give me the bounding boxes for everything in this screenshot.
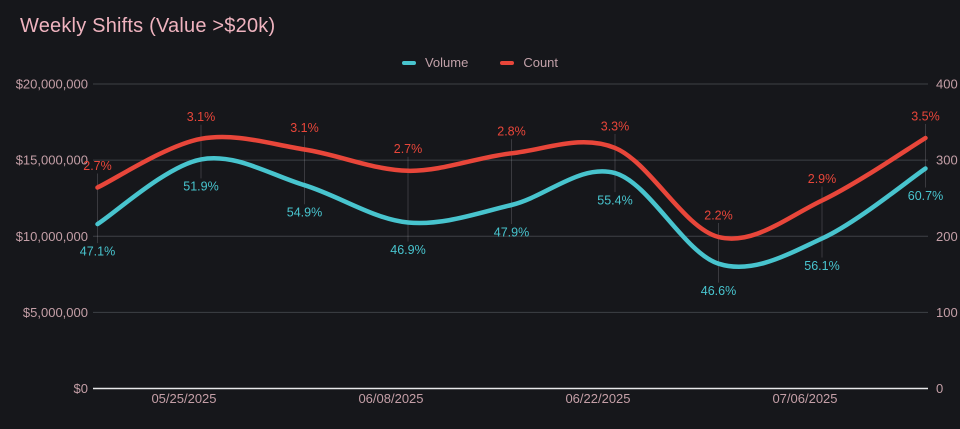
legend-item-volume[interactable]: Volume <box>401 55 469 70</box>
right-axis-tick-label: 200 <box>936 229 958 244</box>
volume-point-label: 60.7% <box>908 189 943 203</box>
count-point-labels: 2.7% 3.1% 3.1% 2.7% 2.8% 3.3% 2.2% 2.9% 3.5% <box>83 109 940 222</box>
count-legend-marker-icon <box>500 60 515 65</box>
volume-point-label: 46.9% <box>390 243 425 257</box>
left-axis-tick-label: $0 <box>74 381 88 396</box>
x-axis-date-label: 07/06/2025 <box>772 391 837 406</box>
count-point-label: 2.8% <box>497 125 526 139</box>
right-axis-tick-label: 300 <box>936 153 958 168</box>
volume-point-label: 47.1% <box>80 244 115 258</box>
count-point-label: 2.2% <box>704 208 733 222</box>
volume-series-line[interactable] <box>95 156 928 270</box>
volume-point-label: 46.6% <box>701 284 736 298</box>
volume-point-label: 56.1% <box>804 259 839 273</box>
x-axis-labels: 05/25/2025 06/08/2025 06/22/2025 07/06/2025 <box>151 391 837 406</box>
chart-legend: Volume Count <box>0 55 960 70</box>
left-axis-tick-label: $20,000,000 <box>16 77 88 92</box>
count-point-label: 2.9% <box>808 172 837 186</box>
x-axis-date-label: 06/22/2025 <box>565 391 630 406</box>
right-axis-tick-label: 100 <box>936 305 958 320</box>
x-axis-date-label: 06/08/2025 <box>358 391 423 406</box>
right-axis-tick-label: 0 <box>936 381 943 396</box>
volume-point-label: 47.9% <box>494 225 529 239</box>
count-series-line[interactable] <box>95 134 928 241</box>
x-axis-date-label: 05/25/2025 <box>151 391 216 406</box>
legend-item-volume-label: Volume <box>424 55 469 70</box>
left-axis-tick-label: $5,000,000 <box>23 305 88 320</box>
volume-legend-marker-icon <box>401 60 416 65</box>
left-axis-labels: $0 $5,000,000 $10,000,000 $15,000,000 $20,00… <box>16 77 88 396</box>
count-point-label: 2.7% <box>394 142 423 156</box>
volume-point-label: 54.9% <box>287 206 322 220</box>
right-axis-labels: 0 100 200 300 400 <box>936 77 958 396</box>
count-point-label: 3.5% <box>911 109 940 123</box>
legend-item-count[interactable]: Count <box>500 55 558 70</box>
count-point-label: 3.3% <box>601 119 630 133</box>
count-point-label: 3.1% <box>290 121 319 135</box>
count-point-label: 2.7% <box>83 159 112 173</box>
volume-point-label: 55.4% <box>597 193 632 207</box>
left-axis-tick-label: $15,000,000 <box>16 153 88 168</box>
chart-title: Weekly Shifts (Value >$20k) <box>20 15 276 37</box>
right-axis-tick-label: 400 <box>936 77 958 92</box>
count-point-label: 3.1% <box>187 110 216 124</box>
legend-item-count-label: Count <box>523 55 559 70</box>
volume-point-label: 51.9% <box>183 180 218 194</box>
volume-point-labels: 47.1% 51.9% 54.9% 46.9% 47.9% 55.4% 46.6% 56.1%… <box>80 180 943 298</box>
left-axis-tick-label: $10,000,000 <box>16 229 88 244</box>
